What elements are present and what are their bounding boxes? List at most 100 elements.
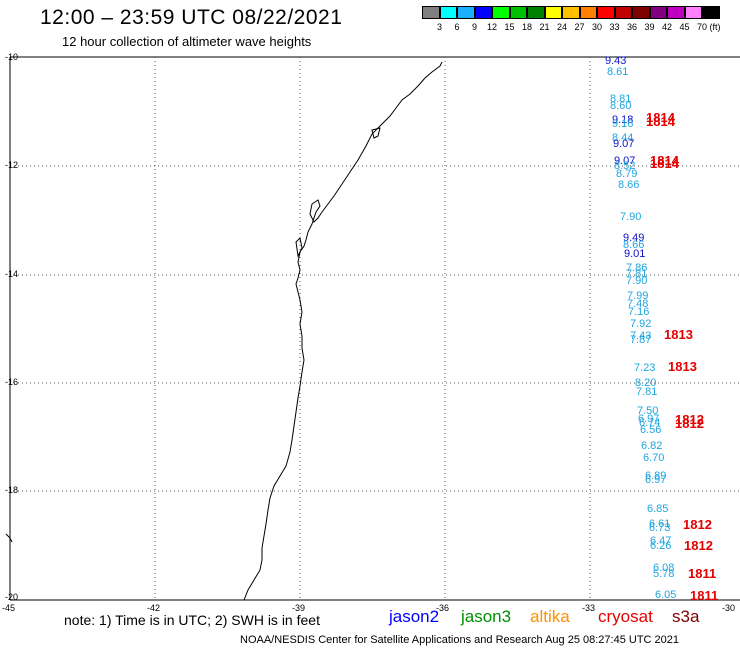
colorbar-swatch — [632, 6, 650, 19]
wave-height-value: 6.74 — [639, 417, 661, 429]
lat-label: -12 — [5, 160, 19, 170]
lon-label: -45 — [2, 603, 16, 613]
colorbar-swatch — [527, 6, 545, 19]
wave-height-value: 9.16 — [612, 118, 634, 130]
units-note: note: 1) Time is in UTC; 2) SWH is in fe… — [64, 612, 320, 628]
wave-height-value: 6.70 — [643, 452, 665, 464]
wave-height-value: 9.18 — [612, 114, 634, 126]
colorbar-swatch — [684, 6, 702, 19]
lat-label: -16 — [5, 377, 19, 387]
colorbar-swatch — [614, 6, 632, 19]
colorbar-label: 33 — [609, 22, 620, 32]
colorbar-label: 21 — [539, 22, 550, 32]
colorbar-label: 70 — [696, 22, 707, 32]
wave-height-value: 6.97 — [638, 413, 660, 425]
colorbar-label: 30 — [591, 22, 602, 32]
wave-height-value: 6.85 — [647, 503, 669, 515]
colorbar-label: 27 — [574, 22, 585, 32]
legend-altika: altika — [530, 607, 570, 626]
lon-label: -39 — [292, 603, 306, 613]
wave-height-value: 7.87 — [630, 334, 652, 346]
footer-credit: NOAA/NESDIS Center for Satellite Applica… — [240, 634, 680, 646]
legend-cryosat: cryosat — [598, 607, 653, 626]
colorbar-swatch — [562, 6, 580, 19]
lat-label: -20 — [5, 592, 19, 602]
colorbar-swatch — [492, 6, 510, 19]
wave-height-value: 6.61 — [649, 518, 671, 530]
wave-height-value: 8.66 — [618, 179, 640, 191]
colorbar-swatch — [457, 6, 475, 19]
wave-height-value: 7.81 — [636, 386, 658, 398]
wave-height-value: 6.05 — [655, 589, 677, 601]
wave-height-value: 8.20 — [635, 377, 657, 389]
pass-label: 1812 — [675, 416, 704, 431]
pass-label: 1812 — [683, 517, 712, 532]
wave-height-value: 6.08 — [653, 562, 675, 574]
pass-label: 1812 — [675, 412, 704, 427]
legend-jason3: jason3 — [461, 607, 512, 626]
colorbar-label: 39 — [644, 22, 655, 32]
wave-height-value: 8.66 — [623, 239, 645, 251]
lat-label: -10 — [5, 52, 19, 62]
lon-label: -33 — [582, 603, 596, 613]
lon-label: -36 — [436, 603, 450, 613]
colorbar-swatch — [509, 6, 527, 19]
wave-height-value: 6.73 — [649, 522, 671, 534]
wave-height-value: 6.47 — [650, 535, 672, 547]
pass-label: 1814 — [646, 110, 675, 125]
colorbar-swatch — [422, 6, 440, 19]
colorbar-label: 12 — [486, 22, 497, 32]
legend-s3a: s3a — [672, 607, 700, 626]
colorbar-label: 9 — [471, 22, 477, 32]
wave-height-value: 8.44 — [612, 132, 634, 144]
wave-height-value: 9.01 — [624, 248, 646, 260]
lon-label: -42 — [147, 603, 161, 613]
pass-label: 1811 — [690, 588, 719, 603]
wave-height-value: 6.97 — [645, 474, 667, 486]
pass-label: 1813 — [668, 359, 697, 374]
colorbar-swatch — [667, 6, 685, 19]
wave-height-value: 7.50 — [637, 405, 659, 417]
colorbar-label: 45 — [679, 22, 690, 32]
graticule — [10, 57, 740, 600]
wave-height-value: 8.52 — [614, 160, 636, 172]
wave-height-value: 6.26 — [650, 540, 672, 552]
pass-label: 1813 — [664, 327, 693, 342]
colorbar-swatch — [597, 6, 615, 19]
coastline — [243, 61, 443, 601]
colorbar-swatch — [439, 6, 457, 19]
colorbar-swatch — [544, 6, 562, 19]
colorbar-label: 36 — [626, 22, 637, 32]
island — [295, 236, 303, 258]
map-title: 12:00 – 23:59 UTC 08/22/2021 — [40, 6, 343, 29]
pass-label: 1814 — [650, 153, 679, 168]
wave-height-value: 8.60 — [610, 100, 632, 112]
pass-label: 1814 — [650, 156, 679, 171]
coastline-west — [5, 533, 13, 543]
lon-label: -30 — [722, 603, 736, 613]
colorbar-label: 24 — [556, 22, 567, 32]
lat-label: -18 — [5, 485, 19, 495]
pass-label: 1812 — [684, 538, 713, 553]
wave-height-value: 8.79 — [616, 168, 638, 180]
pass-label: 1811 — [688, 566, 717, 581]
colorbar-swatch — [579, 6, 597, 19]
wave-height-value: 7.81 — [626, 268, 648, 280]
colorbar-swatch — [474, 6, 492, 19]
wave-height-value: 7.90 — [620, 211, 642, 223]
wave-height-value: 7.16 — [628, 306, 650, 318]
wave-height-value: 7.23 — [634, 362, 656, 374]
wave-height-value: 6.82 — [641, 440, 663, 452]
colorbar-label: 42 — [661, 22, 672, 32]
wave-height-value: 7.92 — [630, 318, 652, 330]
pass-label: 1814 — [646, 114, 675, 129]
lat-label: -14 — [5, 269, 19, 279]
colorbar-unit: (ft) — [709, 22, 721, 32]
island — [371, 127, 381, 139]
wave-height-value: 9.49 — [623, 232, 645, 244]
wave-height-value: 6.56 — [640, 424, 662, 436]
wave-height-value: 9.43 — [605, 55, 627, 67]
wave-height-value: 7.86 — [626, 262, 648, 274]
wave-height-value: 7.48 — [627, 298, 649, 310]
